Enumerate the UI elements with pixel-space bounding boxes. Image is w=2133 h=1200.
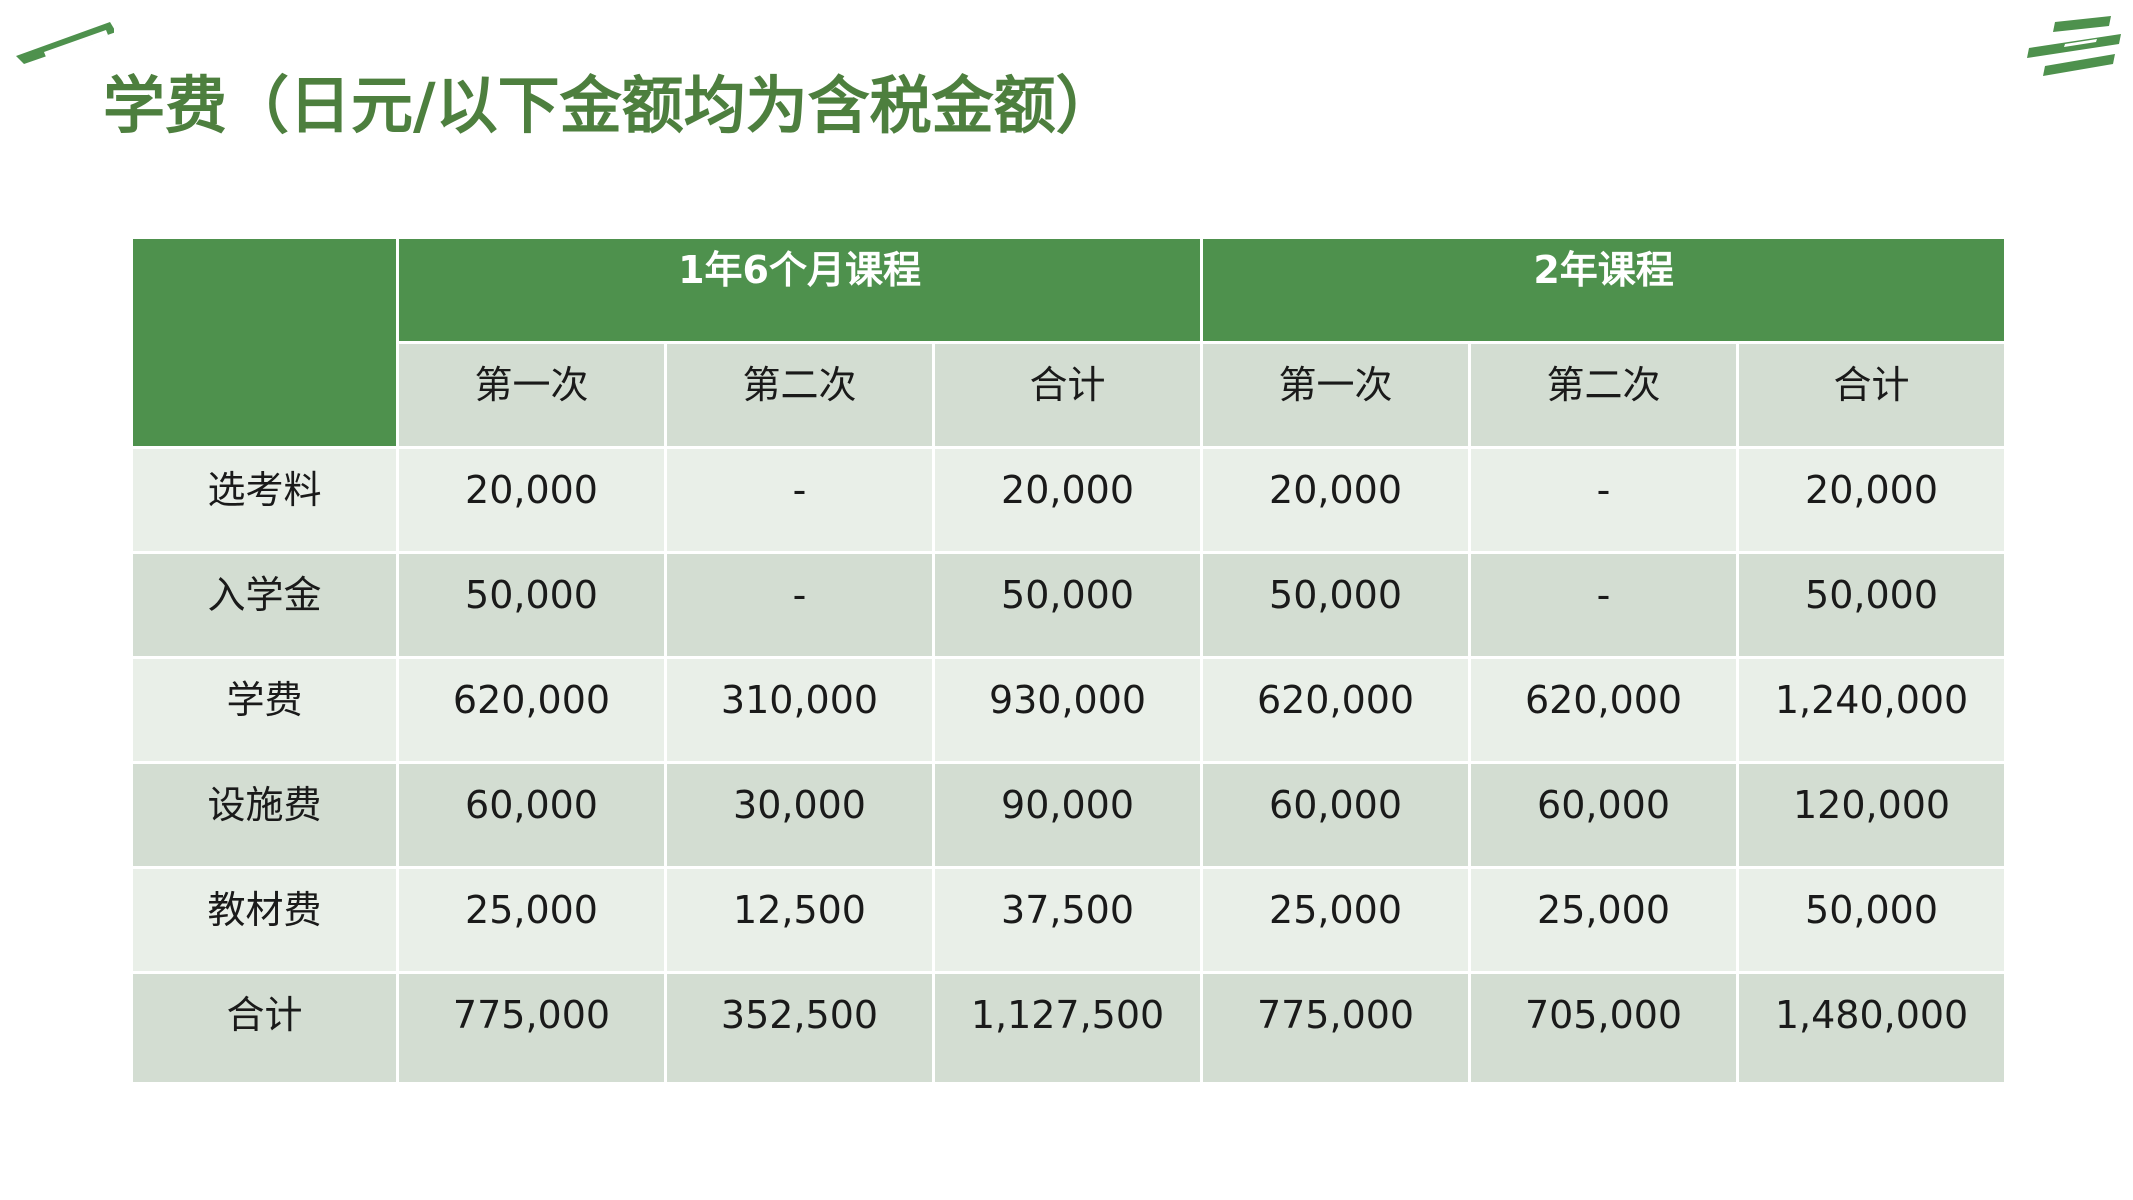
table-cell: 60,000: [1200, 761, 1472, 869]
table-cell: 50,000: [931, 551, 1204, 659]
table-cell: 25,000: [396, 866, 667, 974]
table-cell: 310,000: [664, 656, 935, 764]
table-cell: 620,000: [1468, 656, 1740, 764]
tuition-fee-table: 1年6个月课程 2年课程 第一次 第二次 合计 第一次 第二次 合计 选考料 2…: [130, 236, 2008, 1085]
subheader-cell: 第一次: [1200, 341, 1472, 449]
table-cell: 50,000: [1200, 551, 1472, 659]
table-cell: 90,000: [931, 761, 1204, 869]
table-row: 学费 620,000 310,000 930,000 620,000 620,0…: [130, 656, 2008, 764]
subheader-cell: 第一次: [396, 341, 667, 449]
table-cell: 775,000: [1200, 971, 1472, 1085]
table-cell: 12,500: [664, 866, 935, 974]
row-label: 设施费: [130, 761, 399, 869]
course-header-1y6m: 1年6个月课程: [395, 236, 1204, 344]
table-cell: 20,000: [1200, 446, 1472, 554]
corner-stripes-decoration: [16, 22, 114, 64]
table-cell: 352,500: [664, 971, 935, 1085]
course-header-2y: 2年课程: [1200, 236, 2008, 344]
table-cell: 30,000: [664, 761, 935, 869]
table-row: 设施费 60,000 30,000 90,000 60,000 60,000 1…: [130, 761, 2008, 869]
table-cell: 1,480,000: [1736, 971, 2008, 1085]
table-cell: 25,000: [1468, 866, 1740, 974]
corner-logo-decoration: [2027, 16, 2121, 76]
subheader-cell: 第二次: [1468, 341, 1740, 449]
table-corner-cell: [130, 236, 399, 449]
row-label: 选考料: [130, 446, 399, 554]
table-cell: 37,500: [931, 866, 1204, 974]
subheader-cell: 合计: [1736, 341, 2008, 449]
table-row: 合计 775,000 352,500 1,127,500 775,000 705…: [130, 971, 2008, 1085]
table-cell: 620,000: [1200, 656, 1472, 764]
row-label: 入学金: [130, 551, 399, 659]
table-cell: 1,127,500: [931, 971, 1204, 1085]
table-cell: 20,000: [396, 446, 667, 554]
table-row: 入学金 50,000 - 50,000 50,000 - 50,000: [130, 551, 2008, 659]
table-cell: 50,000: [396, 551, 667, 659]
table-row: 教材费 25,000 12,500 37,500 25,000 25,000 5…: [130, 866, 2008, 974]
table-cell: 50,000: [1736, 551, 2008, 659]
subheader-cell: 合计: [931, 341, 1204, 449]
table-cell: 775,000: [396, 971, 667, 1085]
table-cell: 20,000: [931, 446, 1204, 554]
table-row: 选考料 20,000 - 20,000 20,000 - 20,000: [130, 446, 2008, 554]
table-cell: 1,240,000: [1736, 656, 2008, 764]
subheader-cell: 第二次: [664, 341, 935, 449]
table-cell: -: [664, 551, 935, 659]
table-cell: 60,000: [1468, 761, 1740, 869]
row-label: 合计: [130, 971, 399, 1085]
row-label: 学费: [130, 656, 399, 764]
table-cell: 930,000: [931, 656, 1204, 764]
row-label: 教材费: [130, 866, 399, 974]
table-cell: 25,000: [1200, 866, 1472, 974]
table-cell: 50,000: [1736, 866, 2008, 974]
page-title: 学费（日元/以下金额均为含税金额）: [103, 69, 1118, 142]
table-cell: 620,000: [396, 656, 667, 764]
table-cell: 120,000: [1736, 761, 2008, 869]
table-cell: -: [1468, 446, 1740, 554]
table-cell: -: [1468, 551, 1740, 659]
table-cell: 60,000: [396, 761, 667, 869]
table-cell: -: [664, 446, 935, 554]
table-cell: 705,000: [1468, 971, 1740, 1085]
table-cell: 20,000: [1736, 446, 2008, 554]
